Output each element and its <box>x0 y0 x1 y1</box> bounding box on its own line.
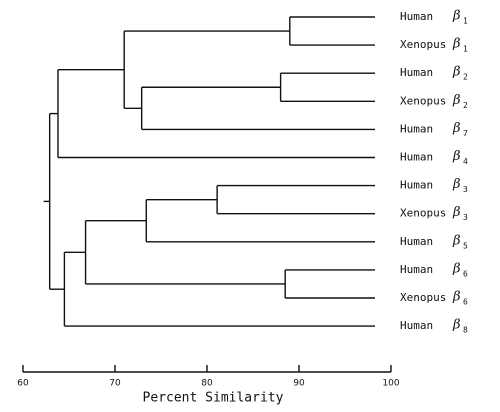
leaf-species: Xenopus <box>400 291 446 304</box>
leaf-species: Human <box>400 319 433 332</box>
leaf-gene-number: 6 <box>463 298 468 307</box>
leaf-gene-number: 1 <box>463 17 468 26</box>
leaf-gene: β <box>452 261 461 276</box>
leaf-species: Xenopus <box>400 207 446 220</box>
x-tick-label: 60 <box>17 379 29 389</box>
leaf-gene-number: 3 <box>463 213 468 222</box>
leaf-species: Human <box>400 179 433 192</box>
leaf-species: Xenopus <box>400 38 446 51</box>
leaf-gene-number: 6 <box>463 269 468 278</box>
x-tick-label: 70 <box>109 379 121 389</box>
x-tick-label: 100 <box>382 379 399 389</box>
x-axis-label: Percent Similarity <box>143 391 284 406</box>
leaf-gene: β <box>452 233 461 248</box>
leaf-species: Human <box>400 263 433 276</box>
leaf-gene: β <box>452 318 461 333</box>
leaf-species: Human <box>400 10 433 23</box>
leaf-gene-number: 3 <box>463 185 468 194</box>
leaf-gene: β <box>452 177 461 192</box>
leaf-gene-number: 2 <box>463 73 468 82</box>
leaf-gene-number: 4 <box>463 157 468 166</box>
leaf-species: Human <box>400 66 433 79</box>
leaf-gene-number: 1 <box>463 45 468 54</box>
x-tick-label: 80 <box>201 379 213 389</box>
leaf-gene: β <box>452 290 461 305</box>
leaf-gene: β <box>452 205 461 220</box>
leaf-gene: β <box>452 37 461 52</box>
leaf-gene: β <box>452 93 461 108</box>
leaf-species: Xenopus <box>400 94 446 107</box>
leaf-species: Human <box>400 235 433 248</box>
leaf-gene-number: 8 <box>463 326 468 335</box>
leaf-gene-number: 2 <box>463 101 468 110</box>
leaf-species: Human <box>400 151 433 164</box>
leaf-gene: β <box>452 121 461 136</box>
leaf-gene-number: 7 <box>463 129 468 138</box>
leaf-gene: β <box>452 65 461 80</box>
x-tick-label: 90 <box>293 379 305 389</box>
leaf-gene: β <box>452 149 461 164</box>
leaf-gene-number: 5 <box>463 241 468 250</box>
leaf-gene: β <box>452 9 461 24</box>
leaf-species: Human <box>400 122 433 135</box>
